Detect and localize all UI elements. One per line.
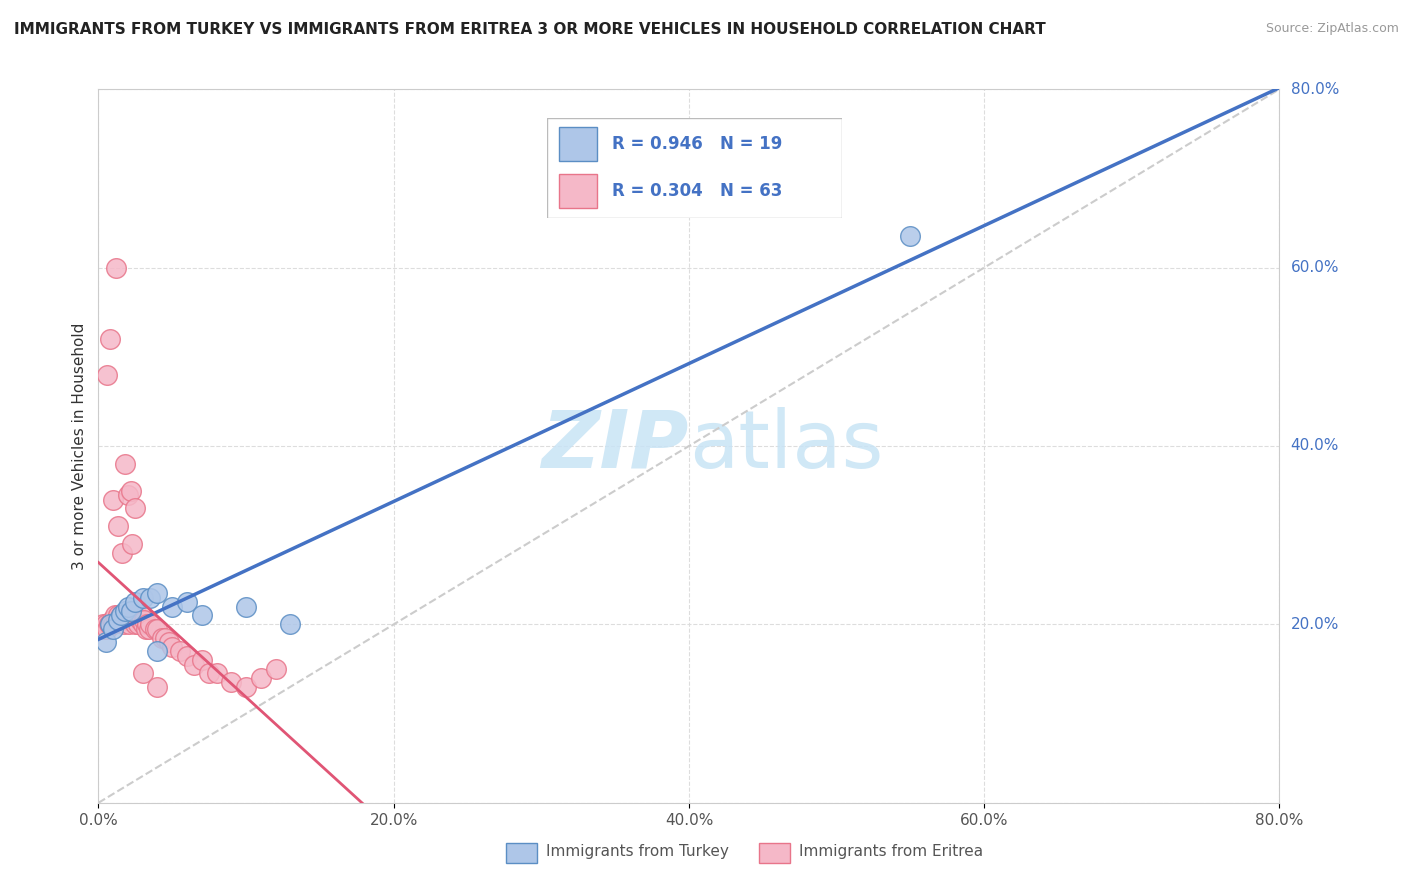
Point [139,617,162,632]
Point [134,613,156,627]
Point [114,457,136,471]
Point [120,604,142,618]
Bar [560,127,598,161]
Point [129,608,152,623]
Text: Source: ZipAtlas.com: Source: ZipAtlas.com [1265,22,1399,36]
Point [93,622,115,636]
Text: Immigrants from Turkey: Immigrants from Turkey [546,845,728,859]
Point [103,492,125,507]
Point [121,608,143,623]
Point [132,591,155,605]
Point [98,332,121,346]
Point [146,622,169,636]
Point [111,546,134,560]
Point [139,591,162,605]
Point [124,617,146,632]
Point [96,622,118,636]
Text: R = 0.304   N = 63: R = 0.304 N = 63 [612,182,783,200]
Bar [560,174,598,208]
Point [110,608,132,623]
Point [112,617,135,632]
Point [235,680,257,694]
Point [110,608,132,623]
Point [91,617,114,632]
Text: 60.0%: 60.0% [1291,260,1339,275]
Point [125,608,148,623]
Point [900,229,922,244]
Point [103,617,125,632]
Point [124,501,146,516]
Point [120,608,142,623]
Point [198,666,221,681]
Point [250,671,273,685]
Point [111,613,134,627]
Point [138,622,160,636]
Point [105,260,128,275]
Point [122,613,145,627]
Point [107,608,129,623]
Point [278,617,302,632]
Point [117,488,139,502]
Point [124,595,146,609]
Text: Immigrants from Eritrea: Immigrants from Eritrea [799,845,983,859]
Point [264,662,287,676]
Point [121,537,143,551]
Point [117,599,139,614]
Point [132,666,155,681]
Point [115,608,138,623]
Point [118,617,141,632]
Text: IMMIGRANTS FROM TURKEY VS IMMIGRANTS FROM ERITREA 3 OR MORE VEHICLES IN HOUSEHOL: IMMIGRANTS FROM TURKEY VS IMMIGRANTS FRO… [14,22,1046,37]
Point [114,608,136,623]
Point [98,617,121,632]
Point [191,608,214,623]
Point [176,648,198,663]
Point [114,604,136,618]
Point [127,617,149,632]
Point [219,675,242,690]
Point [100,613,122,627]
Text: 80.0%: 80.0% [1291,82,1339,96]
Point [94,617,117,632]
Point [235,599,257,614]
Point [162,599,183,614]
Point [132,617,155,632]
Text: atlas: atlas [689,407,883,485]
Text: R = 0.946   N = 19: R = 0.946 N = 19 [612,135,783,153]
Y-axis label: 3 or more Vehicles in Household: 3 or more Vehicles in Household [72,322,87,570]
Point [143,622,166,636]
Point [120,483,142,498]
Point [169,644,191,658]
Point [205,666,228,681]
Point [107,613,129,627]
Point [146,680,169,694]
Point [94,635,117,649]
Point [108,613,131,627]
Point [136,617,159,632]
Point [104,608,127,623]
Point [183,657,205,672]
Text: 20.0%: 20.0% [1291,617,1339,632]
Point [191,653,214,667]
Point [146,586,169,600]
Point [96,368,118,382]
Text: 40.0%: 40.0% [1291,439,1339,453]
Point [128,613,150,627]
Point [97,617,120,632]
Point [157,635,180,649]
Point [117,613,139,627]
Point [176,595,198,609]
Point [105,613,128,627]
Point [135,622,157,636]
Point [146,644,169,658]
Point [103,622,125,636]
Point [162,640,183,654]
Point [98,617,121,632]
Point [153,631,176,645]
Text: ZIP: ZIP [541,407,689,485]
Point [107,519,129,533]
Point [150,631,173,645]
Point [90,622,112,636]
